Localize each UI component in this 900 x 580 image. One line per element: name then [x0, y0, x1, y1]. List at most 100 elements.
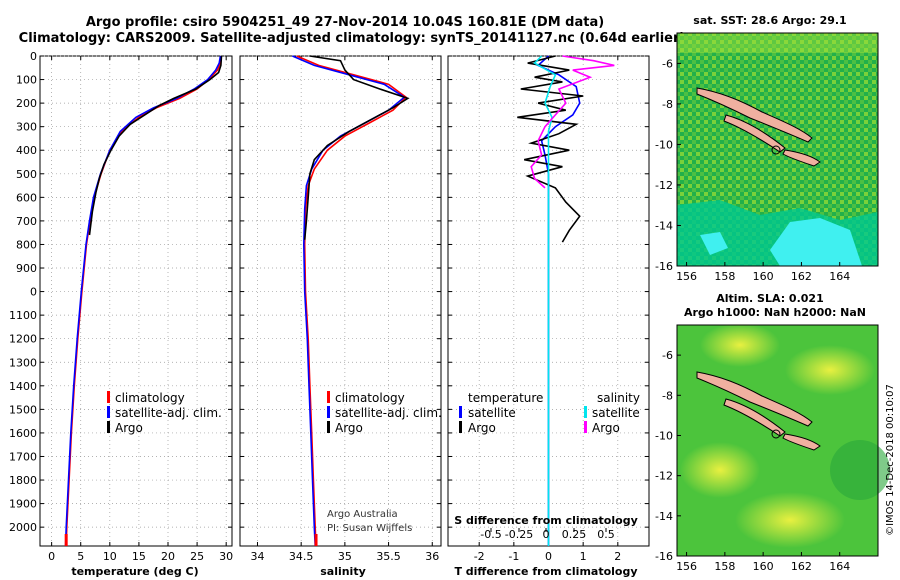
- y-tick-label: 200: [16, 97, 37, 110]
- x-tick-label: 5: [77, 550, 84, 563]
- temperature-xlabel: temperature (deg C): [71, 565, 198, 578]
- y-tick-label: 0: [30, 286, 37, 299]
- x-tick-label: -1: [508, 550, 519, 563]
- legend-swatch-t-satellite: [459, 406, 462, 418]
- map-y-tick-label: -16: [655, 260, 673, 273]
- map-x-tick-label: 156: [676, 560, 697, 573]
- series-line-climatology: [296, 55, 408, 547]
- x-tick-label: 1: [580, 550, 587, 563]
- x-tick-label: -2: [474, 550, 485, 563]
- y-tick-label: 600: [16, 191, 37, 204]
- y-tick-label: 100: [16, 74, 37, 87]
- sst-island-south: [782, 149, 821, 167]
- map-y-tick-label: -16: [655, 550, 673, 563]
- series-line-salinity-argo: [530, 55, 615, 189]
- legend-swatch-s-satellite: [584, 406, 587, 418]
- x-tick-label: 34: [250, 550, 264, 563]
- map-x-tick-label: 162: [791, 560, 812, 573]
- legend-title-temperature: temperature: [468, 391, 543, 405]
- legend-swatch-argo: [327, 421, 330, 433]
- sla-high-2: [785, 345, 875, 395]
- legend-s-argo: Argo: [592, 421, 620, 435]
- s-tick-label: -0.25: [505, 528, 533, 541]
- sst-cold-patch: [770, 218, 862, 266]
- y-tick-label: 1800: [9, 474, 37, 487]
- map-y-tick-label: -12: [655, 470, 673, 483]
- sla-island-chain-north: [696, 371, 813, 427]
- depth-axis: 0 100 200 300 400 500 600 700 800 900 0 1100 1200 130…: [9, 50, 37, 534]
- credit-argo-australia: Argo Australia: [327, 509, 398, 520]
- difference-legend-salinity: salinity satellite Argo: [584, 391, 640, 435]
- sla-high-1: [700, 323, 780, 367]
- y-tick-label: 700: [16, 215, 37, 228]
- figure-title-line1: Argo profile: csiro 5904251_49 27-Nov-20…: [86, 15, 604, 30]
- map-x-tick-label: 156: [676, 270, 697, 283]
- map-y-tick-label: -14: [655, 219, 673, 232]
- map-y-tick-label: -8: [662, 389, 673, 402]
- plot-frame: [239, 55, 442, 547]
- y-tick-label: 1200: [9, 333, 37, 346]
- legend-climatology: climatology: [115, 391, 185, 405]
- sst-map: [677, 33, 878, 266]
- x-tick-label: 35: [338, 550, 352, 563]
- series-line-temperature-argo: [517, 55, 584, 243]
- map-x-tick-label: 158: [714, 270, 735, 283]
- s-tick-label: 0.5: [597, 528, 615, 541]
- map-y-tick-label: -10: [655, 429, 673, 442]
- map-x-tick-label: 162: [791, 270, 812, 283]
- x-tick-label: 15: [132, 550, 146, 563]
- sst-map-axes: 156 158 160 162 164 -6 -8 -10 -12 -14 -16: [655, 32, 879, 283]
- map-x-tick-label: 160: [753, 270, 774, 283]
- series-line-argo: [88, 55, 223, 236]
- sst-warm-band: [677, 33, 878, 53]
- x-tick-label: 35.5: [376, 550, 401, 563]
- y-tick-label: 800: [16, 238, 37, 251]
- map-x-tick-label: 158: [714, 560, 735, 573]
- y-tick-label: 1300: [9, 356, 37, 369]
- y-tick-label: 1500: [9, 403, 37, 416]
- y-tick-label: 1600: [9, 427, 37, 440]
- sst-island-chain-north: [696, 87, 813, 143]
- legend-satellite: satellite-adj. clim.: [335, 406, 442, 420]
- sla-low-1: [830, 440, 890, 500]
- y-tick-label: 300: [16, 121, 37, 134]
- salinity-panel: 34 34.5 35 35.5 36: [239, 55, 442, 563]
- sla-map-axes: 156 158 160 162 164 -6 -8 -10 -12 -14 -16: [655, 324, 879, 573]
- x-tick-label: 10: [103, 550, 117, 563]
- sst-map-title: sat. SST: 28.6 Argo: 29.1: [693, 14, 846, 27]
- legend-satellite: satellite-adj. clim.: [115, 406, 222, 420]
- temperature-legend: climatology satellite-adj. clim. Argo: [107, 391, 222, 435]
- sla-argo-location: [771, 429, 781, 439]
- plot-frame: [39, 55, 233, 547]
- y-tick-label: 1100: [9, 309, 37, 322]
- figure-title-line2: Climatology: CARS2009. Satellite-adjuste…: [19, 31, 686, 46]
- legend-swatch-t-argo: [459, 421, 462, 433]
- map-y-tick-label: -10: [655, 138, 673, 151]
- legend-swatch-climatology: [107, 391, 110, 403]
- y-tick-label: 2000: [9, 521, 37, 534]
- difference-panel: -2 -1 0 1 2: [447, 55, 650, 563]
- y-tick-label: 500: [16, 168, 37, 181]
- y-tick-label: 1900: [9, 498, 37, 511]
- legend-swatch-argo: [107, 421, 110, 433]
- sla-map-title: Altim. SLA: 0.021: [716, 292, 823, 305]
- map-x-tick-label: 160: [753, 560, 774, 573]
- sst-argo-location: [771, 145, 781, 155]
- series-line-salinity-satellite: [533, 55, 557, 546]
- s-difference-ticks: -0.5 -0.25 0 0.25 0.5: [480, 528, 615, 541]
- s-difference-label: S difference from climatology: [454, 514, 638, 527]
- x-tick-label: 36: [425, 550, 439, 563]
- map-y-tick-label: -6: [662, 349, 673, 362]
- imos-credit: ©IMOS 14-Dec-2018 00:10:07: [885, 384, 896, 536]
- map-frame: [676, 324, 879, 557]
- y-tick-label: 1700: [9, 450, 37, 463]
- sst-cold-patch-small: [700, 232, 728, 255]
- legend-argo: Argo: [115, 421, 143, 435]
- x-tick-label: 0: [545, 550, 552, 563]
- map-y-tick-label: -8: [662, 98, 673, 111]
- legend-s-satellite: satellite: [592, 406, 640, 420]
- s-tick-label: 0.25: [562, 528, 587, 541]
- difference-legend-temperature: temperature satellite Argo: [459, 391, 543, 435]
- legend-swatch-satellite: [327, 406, 330, 418]
- sla-map-subtitle: Argo h1000: NaN h2000: NaN: [684, 306, 866, 319]
